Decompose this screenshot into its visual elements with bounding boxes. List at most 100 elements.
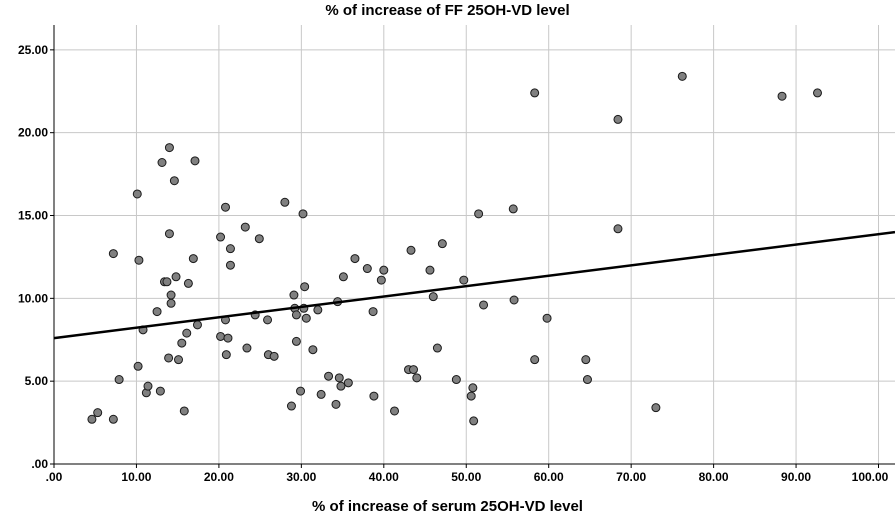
data-point bbox=[425, 265, 435, 275]
data-point bbox=[651, 403, 661, 413]
data-point bbox=[171, 272, 181, 282]
data-point bbox=[313, 305, 323, 315]
data-point bbox=[468, 383, 478, 393]
x-tick-label: 90.00 bbox=[781, 470, 811, 484]
data-point bbox=[390, 406, 400, 416]
data-point bbox=[379, 265, 389, 275]
data-point bbox=[143, 381, 153, 391]
data-point bbox=[451, 375, 461, 385]
x-axis-label: % of increase of serum 25OH-VD level bbox=[312, 498, 583, 515]
y-tick-label: 20.00 bbox=[18, 126, 48, 140]
data-point bbox=[582, 375, 592, 385]
data-point bbox=[289, 290, 299, 300]
data-point bbox=[508, 204, 518, 214]
data-point bbox=[509, 295, 519, 305]
data-point bbox=[298, 209, 308, 219]
data-point bbox=[216, 232, 226, 242]
data-point bbox=[280, 197, 290, 207]
x-tick-label: 70.00 bbox=[616, 470, 646, 484]
data-point bbox=[291, 336, 301, 346]
data-point bbox=[108, 414, 118, 424]
data-point bbox=[182, 328, 192, 338]
data-point bbox=[362, 264, 372, 274]
data-point bbox=[469, 416, 479, 426]
data-point bbox=[812, 88, 822, 98]
data-point bbox=[155, 386, 165, 396]
data-point bbox=[132, 189, 142, 199]
data-point bbox=[530, 355, 540, 365]
data-point bbox=[324, 371, 334, 381]
data-point bbox=[166, 290, 176, 300]
data-point bbox=[220, 202, 230, 212]
data-point bbox=[316, 389, 326, 399]
data-point bbox=[581, 355, 591, 365]
data-point bbox=[192, 320, 202, 330]
data-point bbox=[164, 353, 174, 363]
x-tick-label: 40.00 bbox=[369, 470, 399, 484]
data-point bbox=[164, 229, 174, 239]
data-point bbox=[343, 378, 353, 388]
data-point bbox=[133, 361, 143, 371]
x-tick-label: 60.00 bbox=[534, 470, 564, 484]
x-tick-label: 80.00 bbox=[699, 470, 729, 484]
data-point bbox=[613, 114, 623, 124]
data-point bbox=[242, 343, 252, 353]
data-point bbox=[408, 365, 418, 375]
data-point bbox=[376, 275, 386, 285]
data-point bbox=[183, 278, 193, 288]
y-tick-label: .00 bbox=[31, 457, 48, 471]
data-point bbox=[334, 373, 344, 383]
data-point bbox=[269, 351, 279, 361]
data-point bbox=[216, 331, 226, 341]
data-point bbox=[169, 176, 179, 186]
data-point bbox=[93, 408, 103, 418]
data-point bbox=[225, 244, 235, 254]
data-point bbox=[338, 272, 348, 282]
data-point bbox=[336, 381, 346, 391]
data-point bbox=[286, 401, 296, 411]
data-point bbox=[459, 275, 469, 285]
data-point bbox=[174, 355, 184, 365]
fit-line bbox=[53, 230, 895, 340]
data-point bbox=[221, 350, 231, 360]
data-point bbox=[134, 255, 144, 265]
data-point bbox=[437, 239, 447, 249]
data-point bbox=[87, 414, 97, 424]
data-point bbox=[162, 277, 172, 287]
data-point bbox=[225, 260, 235, 270]
data-point bbox=[530, 88, 540, 98]
x-tick-label: 10.00 bbox=[121, 470, 151, 484]
data-point bbox=[240, 222, 250, 232]
data-point bbox=[308, 345, 318, 355]
data-point bbox=[164, 143, 174, 153]
data-point bbox=[114, 375, 124, 385]
data-point bbox=[331, 399, 341, 409]
x-tick-label: 100.00 bbox=[852, 470, 889, 484]
data-point bbox=[369, 391, 379, 401]
data-point bbox=[474, 209, 484, 219]
data-point bbox=[406, 245, 416, 255]
y-tick-label: 25.00 bbox=[18, 43, 48, 57]
data-point bbox=[677, 71, 687, 81]
chart-title: % of increase of FF 25OH-VD level bbox=[325, 2, 570, 19]
data-point bbox=[301, 313, 311, 323]
x-tick-label: .00 bbox=[46, 470, 63, 484]
data-point bbox=[152, 307, 162, 317]
y-tick-label: 15.00 bbox=[18, 209, 48, 223]
data-point bbox=[466, 391, 476, 401]
data-point bbox=[542, 313, 552, 323]
y-tick-label: 10.00 bbox=[18, 291, 48, 305]
data-point bbox=[300, 282, 310, 292]
data-point bbox=[177, 338, 187, 348]
data-point bbox=[157, 157, 167, 167]
data-point bbox=[412, 373, 422, 383]
data-point bbox=[613, 224, 623, 234]
data-point bbox=[166, 298, 176, 308]
x-tick-label: 30.00 bbox=[286, 470, 316, 484]
data-point bbox=[296, 386, 306, 396]
data-point bbox=[179, 406, 189, 416]
data-point bbox=[350, 254, 360, 264]
data-point bbox=[479, 300, 489, 310]
data-point bbox=[368, 307, 378, 317]
